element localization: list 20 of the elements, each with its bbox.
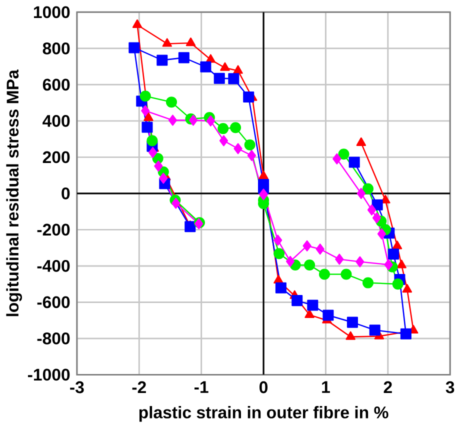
y-tick-label: -800 bbox=[37, 332, 70, 344]
y-tick-label: -1000 bbox=[28, 368, 70, 381]
y-tick-label: 1000 bbox=[34, 6, 70, 18]
y-axis-title: logitudinal residual stress MPa bbox=[6, 70, 22, 316]
y-tick-label: 400 bbox=[42, 114, 70, 127]
x-tick-label: 1 bbox=[322, 381, 330, 393]
x-tick-label: -3 bbox=[70, 381, 84, 394]
x-tick-label: -2 bbox=[132, 381, 146, 394]
y-tick-label: -200 bbox=[37, 224, 70, 236]
y-tick-label: 0 bbox=[62, 187, 70, 200]
x-tick-label: 2 bbox=[384, 381, 392, 394]
y-tick-label: 200 bbox=[42, 151, 70, 164]
y-tick-label: 600 bbox=[42, 78, 70, 91]
y-tick-label: -600 bbox=[37, 296, 70, 308]
x-axis-title: plastic strain in outer fibre in % bbox=[139, 406, 388, 422]
y-tick-label: 800 bbox=[42, 42, 70, 54]
x-tick-label: -1 bbox=[194, 381, 208, 393]
x-tick-label: 0 bbox=[260, 381, 268, 394]
y-tick-label: -400 bbox=[37, 260, 70, 272]
x-tick-label: 3 bbox=[446, 381, 454, 394]
